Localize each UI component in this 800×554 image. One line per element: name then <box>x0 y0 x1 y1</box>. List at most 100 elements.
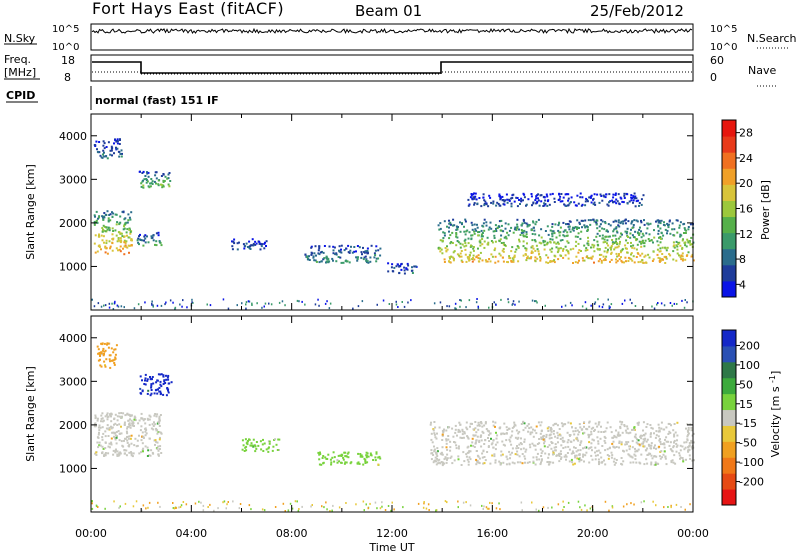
velocity-colorbar-label: Velocity [m s -1] <box>768 371 783 458</box>
y-tick-label: 1000 <box>59 462 87 475</box>
colorbar-swatch <box>722 330 736 347</box>
velocity-y-axis: 1000 2000 3000 4000 <box>59 332 693 475</box>
freq-label-2: [MHz] <box>4 66 36 79</box>
station-title: Fort Hays East (fitACF) <box>92 0 284 18</box>
y-tick-label: 4000 <box>59 332 87 345</box>
echo-region <box>139 373 173 397</box>
colorbar-tick-label: -100 <box>739 456 764 469</box>
echo-region <box>231 238 268 251</box>
nsky-tick-bottom: 10^0 <box>52 42 79 53</box>
colorbar-tick-label: 15 <box>739 398 753 411</box>
power-echo-layer <box>91 138 695 310</box>
colorbar-swatch <box>722 393 736 411</box>
colorbar-swatch <box>722 441 736 458</box>
x-tick-label: 16:00 <box>476 527 508 540</box>
nave-tick-bottom: 0 <box>710 71 717 84</box>
colorbar-tick-label: -50 <box>739 437 757 450</box>
echo-region <box>387 262 418 275</box>
power-panel-frame <box>90 113 694 311</box>
echo-region <box>136 231 163 247</box>
colorbar-swatch <box>722 361 736 379</box>
colorbar-tick-label: 20 <box>739 177 753 190</box>
echo-region <box>467 192 645 208</box>
freq-label-1: Freq. <box>4 53 31 66</box>
date-title: 25/Feb/2012 <box>590 2 684 20</box>
colorbar-tick-label: -200 <box>739 476 764 489</box>
colorbar-swatch <box>722 216 736 234</box>
colorbar-tick-label: 4 <box>739 278 746 291</box>
colorbar-tick-label: 24 <box>739 152 753 165</box>
freq-tick-bottom: 8 <box>64 71 71 84</box>
velocity-echo-layer <box>91 342 695 512</box>
near-range-speckle <box>91 298 694 310</box>
freq-strip-frame <box>90 54 694 82</box>
colorbar-tick-label: 12 <box>739 228 753 241</box>
colorbar-swatch <box>722 409 736 426</box>
power-colorbar-label: Power [dB] <box>759 180 772 240</box>
velocity-panel-frame <box>90 315 694 513</box>
beam-title: Beam 01 <box>355 2 422 20</box>
velocity-colorbar-label-close: ] <box>769 371 782 375</box>
y-tick-label: 1000 <box>59 260 87 273</box>
colorbar-swatch <box>722 232 736 250</box>
power-x-axis <box>90 114 694 310</box>
x-tick-label: 00:00 <box>677 527 709 540</box>
colorbar-tick-label: 16 <box>739 203 753 216</box>
time-axis-labels: 00:00 04:00 08:00 12:00 16:00 20:00 00:00 <box>75 527 709 540</box>
nsearch-tick-top: 10^5 <box>710 24 737 35</box>
x-tick-label: 12:00 <box>376 527 408 540</box>
colorbar-tick-label: 28 <box>739 127 753 140</box>
x-tick-label: 04:00 <box>175 527 207 540</box>
colorbar-swatch <box>722 457 736 474</box>
colorbar-tick-label: -15 <box>739 417 757 430</box>
velocity-colorbar-label-text: Velocity [m s <box>769 386 782 457</box>
x-tick-label: 08:00 <box>276 527 308 540</box>
colorbar-swatch <box>722 473 736 490</box>
colorbar-swatch <box>722 280 736 298</box>
near-range-speckle <box>91 500 691 512</box>
nave-label: Nave <box>748 64 776 77</box>
nsky-strip-frame <box>90 23 694 51</box>
echo-region <box>93 412 163 458</box>
power-y-axis: 1000 2000 3000 4000 <box>59 130 693 273</box>
nave-tick-top: 60 <box>710 54 724 67</box>
velocity-colorbar: 200 100 50 15 -15 -50 -100 -200 <box>721 329 764 506</box>
nsky-label: N.Sky <box>4 32 36 45</box>
colorbar-swatch <box>722 377 736 395</box>
colorbar-tick-label: 8 <box>739 253 746 266</box>
nave-trace <box>92 71 692 75</box>
colorbar-tick-label: 100 <box>739 359 760 372</box>
echo-region <box>429 420 695 467</box>
colorbar-swatch <box>722 200 736 218</box>
y-tick-label: 2000 <box>59 217 87 230</box>
echo-region <box>93 138 123 160</box>
nsky-tick-top: 10^5 <box>52 24 79 35</box>
power-ylabel: Slant Range [km] <box>24 164 37 260</box>
time-axis-title: Time UT <box>368 541 414 554</box>
colorbar-swatch <box>722 184 736 201</box>
colorbar-tick-label: 200 <box>739 339 760 352</box>
echo-region <box>138 170 172 189</box>
echo-region <box>317 451 382 466</box>
velocity-ylabel: Slant Range [km] <box>24 366 37 462</box>
y-tick-label: 3000 <box>59 173 87 186</box>
x-tick-label: 20:00 <box>577 527 609 540</box>
velocity-x-axis <box>90 316 694 512</box>
y-tick-label: 3000 <box>59 375 87 388</box>
colorbar-swatch <box>722 152 736 169</box>
freq-tick-top: 18 <box>61 54 75 67</box>
echo-region <box>93 210 133 256</box>
colorbar-swatch <box>722 345 736 363</box>
colorbar-swatch <box>722 248 736 266</box>
echo-region <box>437 218 695 264</box>
colorbar-frame <box>721 329 737 506</box>
echo-region <box>96 342 118 369</box>
power-colorbar: 4 8 12 16 20 24 28 <box>721 119 753 298</box>
colorbar-swatch <box>722 120 736 137</box>
echo-region <box>241 438 281 453</box>
velocity-colorbar-label-superscript: -1 <box>768 375 777 383</box>
nsearch-label: N.Search <box>747 32 797 45</box>
y-tick-label: 4000 <box>59 130 87 143</box>
cpid-text: normal (fast) 151 IF <box>95 94 219 107</box>
